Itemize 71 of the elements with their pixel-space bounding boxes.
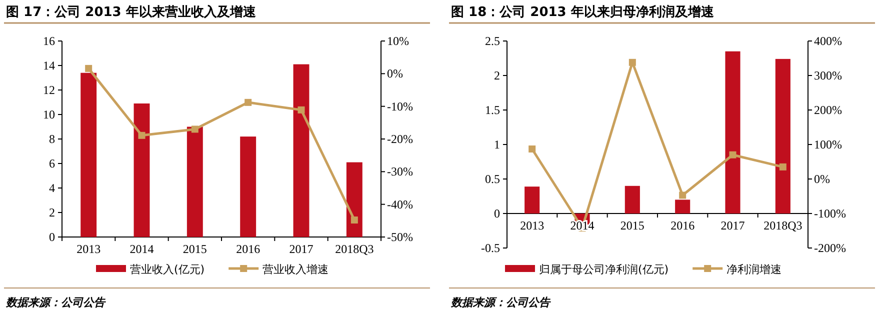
y-tick-label: 0 — [494, 206, 500, 220]
bar — [80, 72, 97, 237]
bar — [186, 126, 203, 237]
y2-tick-label: 100% — [814, 138, 842, 152]
bar — [725, 51, 740, 214]
y-tick-label: 14 — [43, 58, 55, 72]
y2-tick-label: -40% — [387, 197, 413, 212]
point — [628, 58, 636, 66]
y2-tick-label: 300% — [814, 68, 842, 82]
y2-tick-label: 400% — [814, 34, 842, 48]
point — [729, 151, 736, 158]
bar — [675, 200, 690, 214]
y2-tick-label: 0% — [814, 172, 830, 186]
x-tick-label: 2015 — [620, 218, 644, 232]
point — [298, 106, 305, 114]
x-tick-label: 2018Q3 — [335, 242, 374, 256]
y-tick-label: 0.5 — [485, 172, 500, 186]
y-tick-label: 12 — [43, 83, 55, 97]
bar — [624, 186, 640, 214]
x-tick-label: 2017 — [289, 242, 314, 256]
chart-title: 图 18：公司 2013 年以来归母净利润及增速 — [451, 4, 715, 20]
x-tick-label: 2015 — [182, 242, 207, 256]
y-tick-label: 2 — [49, 206, 55, 220]
bar — [240, 136, 256, 237]
legend-label: 净利润增速 — [726, 263, 782, 276]
bar — [775, 58, 790, 214]
point — [350, 216, 358, 224]
x-tick-label: 2016 — [236, 242, 260, 256]
chart-title: 图 17：公司 2013 年以来营业收入及增速 — [6, 4, 257, 20]
source-note: 数据来源：公司公告 — [5, 296, 106, 309]
y-tick-label: 0 — [49, 230, 55, 244]
y-tick-label: 4 — [49, 181, 55, 195]
y2-tick-label: -200% — [814, 241, 846, 255]
y-tick-label: 16 — [43, 34, 55, 48]
y2-tick-label: -100% — [814, 206, 846, 220]
y-tick-label: 2.5 — [485, 34, 500, 48]
point — [528, 145, 536, 152]
x-tick-label: 2018Q3 — [764, 218, 802, 232]
x-tick-label: 2013 — [520, 218, 544, 232]
x-tick-label: 2017 — [720, 218, 745, 232]
y2-tick-label: 10% — [387, 34, 409, 48]
legend-label: 归属于母公司净利润(亿元) — [539, 263, 669, 276]
y-tick-label: 8 — [49, 132, 55, 146]
bar — [524, 186, 540, 214]
x-tick-label: 2014 — [130, 242, 154, 256]
y-tick-label: 1 — [494, 138, 500, 152]
y2-tick-label: -20% — [387, 132, 413, 146]
y-tick-label: 2 — [494, 68, 500, 82]
y2-tick-label: -50% — [387, 230, 413, 244]
y2-tick-label: 200% — [814, 103, 842, 117]
x-tick-label: 2013 — [76, 242, 101, 256]
point — [85, 64, 92, 72]
y2-tick-label: -30% — [387, 164, 413, 179]
bar — [134, 103, 150, 237]
legend-label: 营业收入增速 — [262, 263, 329, 276]
bar — [346, 162, 362, 237]
point — [191, 126, 198, 133]
y-tick-label: 1.5 — [485, 103, 500, 117]
y-tick-label: 6 — [49, 156, 55, 170]
y2-tick-label: -10% — [387, 99, 413, 114]
bar — [293, 64, 310, 237]
y2-tick-label: 0% — [387, 66, 403, 81]
point — [244, 98, 252, 106]
source-note: 数据来源：公司公告 — [450, 296, 551, 309]
legend-label: 营业收入(亿元) — [130, 263, 205, 276]
y-tick-label: -0.5 — [481, 241, 500, 255]
y-tick-label: 10 — [43, 108, 55, 122]
point — [679, 192, 686, 199]
x-tick-label: 2016 — [670, 218, 695, 232]
point — [138, 132, 146, 139]
point — [779, 163, 786, 170]
